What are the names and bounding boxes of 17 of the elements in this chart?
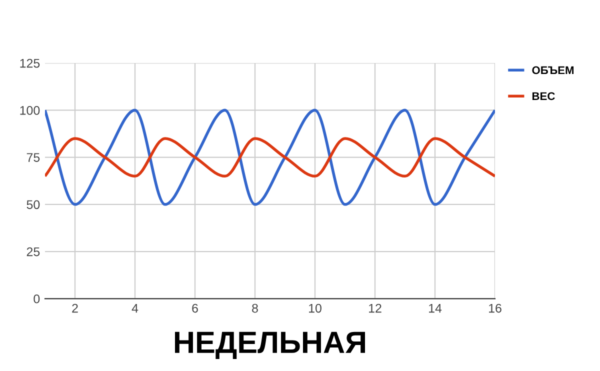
legend-label: ОБЪЕМ [532, 66, 574, 74]
y-tick-label: 25 [26, 247, 40, 256]
y-tick-label: 50 [26, 200, 40, 210]
y-tick-label: 0 [34, 294, 40, 304]
x-tick-label: 8 [252, 304, 258, 313]
x-tick-label: 2 [72, 304, 78, 313]
x-tick-label: 10 [309, 304, 322, 313]
x-tick-label: 14 [429, 304, 442, 313]
x-tick-label: 4 [132, 304, 138, 313]
legend-label: ВЕС [532, 92, 555, 100]
y-tick-label: 125 [20, 58, 40, 68]
x-tick-label: 16 [489, 304, 502, 313]
text: НЕДЕЛЬНАЯ [174, 332, 365, 360]
x-tick-label: 12 [369, 304, 382, 313]
x-tick-label: 6 [192, 304, 198, 313]
y-tick-label: 75 [26, 153, 40, 162]
y-tick-label: 100 [20, 106, 40, 115]
